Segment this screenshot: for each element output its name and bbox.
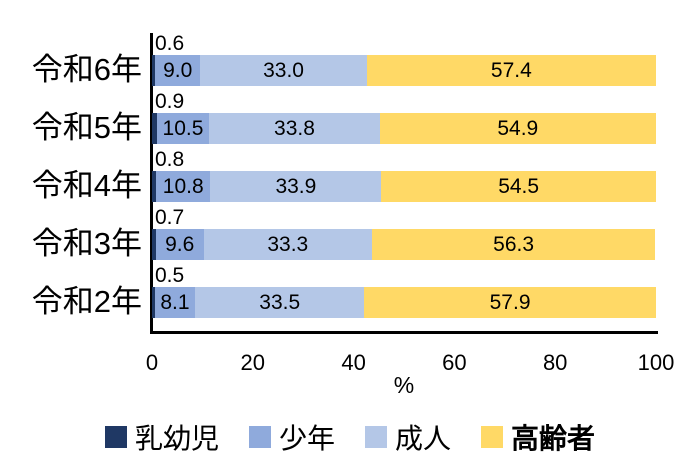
bar-segment-elderly: 57.4	[366, 55, 656, 86]
bar-value-label-youth: 10.8	[162, 175, 204, 198]
stacked-bar: 10.5 33.8 54.9	[152, 113, 657, 144]
legend-item-youth: 少年	[248, 417, 335, 457]
legend-swatch-icon	[365, 426, 387, 448]
bars-container: 令和6年 0.6 9.0 33.0 57.4 令和5年 0.9 10.5 33.8 54.9 令和4…	[0, 33, 700, 323]
stacked-bar: 8.1 33.5 57.9	[152, 287, 656, 318]
bar-value-label-youth: 10.5	[162, 117, 204, 140]
bar-value-label-adult: 33.0	[263, 59, 304, 82]
bar-segment-infant	[152, 113, 157, 144]
x-axis-tick-label: 100	[637, 350, 675, 375]
bar-segment-elderly: 57.9	[364, 287, 656, 318]
x-axis-tick-label: 20	[240, 350, 266, 375]
bar-segment-youth: 10.8	[156, 171, 211, 202]
legend-item-infant: 乳幼児	[104, 417, 219, 457]
bar-row: 令和3年 0.7 9.6 33.3 56.3	[0, 206, 700, 261]
category-label: 令和4年	[31, 168, 142, 203]
legend-label-youth: 少年	[278, 423, 335, 454]
bar-value-label-adult: 33.5	[259, 291, 301, 314]
bar-segment-adult: 33.3	[203, 229, 372, 260]
bar-value-label-infant: 0.6	[155, 32, 185, 55]
stacked-bar: 9.0 33.0 57.4	[152, 55, 656, 86]
bar-segment-infant	[152, 287, 155, 318]
bar-value-label-elderly: 56.3	[493, 233, 535, 256]
y-axis-line	[150, 33, 153, 334]
legend-label-adult: 成人	[395, 423, 452, 454]
bar-value-label-elderly: 57.4	[490, 59, 532, 82]
x-axis-tick-label: 80	[542, 350, 568, 375]
legend-swatch-icon	[104, 426, 127, 448]
bar-value-label-elderly: 54.5	[498, 175, 540, 198]
x-axis-ticks: 0 20 40 60 80 100	[0, 350, 700, 376]
x-axis-title: %	[393, 372, 415, 398]
x-axis-tick-label: 60	[442, 350, 467, 375]
bar-segment-adult: 33.0	[200, 55, 367, 86]
bar-segment-youth: 9.6	[155, 229, 204, 260]
bar-segment-elderly: 54.9	[379, 113, 657, 144]
legend-item-elderly: 高齢者	[481, 417, 595, 457]
bar-value-label-youth: 9.6	[165, 233, 195, 256]
bar-value-label-adult: 33.9	[275, 175, 317, 198]
legend-label-infant: 乳幼児	[134, 423, 219, 454]
x-axis-tick-label: 40	[341, 350, 366, 375]
bar-segment-youth: 10.5	[156, 113, 210, 144]
stacked-bar: 9.6 33.3 56.3	[152, 229, 656, 260]
bar-value-label-adult: 33.3	[267, 233, 309, 256]
bar-segment-adult: 33.5	[195, 287, 365, 318]
category-label: 令和6年	[31, 52, 142, 87]
legend: 乳幼児 少年 成人 高齢者	[0, 414, 700, 460]
bar-value-label-infant: 0.8	[155, 148, 185, 171]
stacked-bar: 10.8 33.9 54.5	[152, 171, 656, 202]
bar-row: 令和2年 0.5 8.1 33.5 57.9	[0, 264, 700, 319]
bar-segment-youth: 9.0	[155, 55, 201, 86]
category-label: 令和2年	[31, 284, 142, 319]
category-label: 令和3年	[31, 226, 142, 261]
legend-swatch-icon	[248, 426, 271, 448]
x-axis-tick-label: 0	[145, 350, 159, 375]
category-label: 令和5年	[31, 110, 142, 145]
bar-value-label-elderly: 57.9	[489, 291, 531, 314]
legend-swatch-icon	[481, 426, 504, 448]
bar-segment-adult: 33.9	[210, 171, 382, 202]
bar-segment-infant	[152, 171, 157, 202]
bar-row: 令和6年 0.6 9.0 33.0 57.4	[0, 32, 700, 87]
bar-value-label-elderly: 54.9	[497, 117, 539, 140]
bar-segment-elderly: 54.5	[381, 171, 656, 202]
bar-segment-elderly: 56.3	[371, 229, 656, 260]
bar-value-label-infant: 0.5	[155, 264, 185, 287]
bar-segment-youth: 8.1	[154, 287, 196, 318]
bar-value-label-infant: 0.7	[155, 206, 185, 229]
bar-row: 令和5年 0.9 10.5 33.8 54.9	[0, 90, 700, 145]
bar-segment-infant	[152, 55, 156, 86]
x-axis-line	[150, 331, 658, 334]
legend-item-adult: 成人	[365, 417, 451, 457]
bar-segment-infant	[152, 229, 156, 260]
bar-row: 令和4年 0.8 10.8 33.9 54.5	[0, 148, 700, 203]
legend-label-elderly: 高齢者	[511, 423, 596, 454]
bar-value-label-youth: 8.1	[160, 291, 190, 314]
bar-value-label-youth: 9.0	[163, 59, 193, 82]
bar-segment-adult: 33.8	[209, 113, 380, 144]
bar-value-label-adult: 33.8	[274, 117, 315, 140]
bar-value-label-infant: 0.9	[155, 90, 185, 113]
